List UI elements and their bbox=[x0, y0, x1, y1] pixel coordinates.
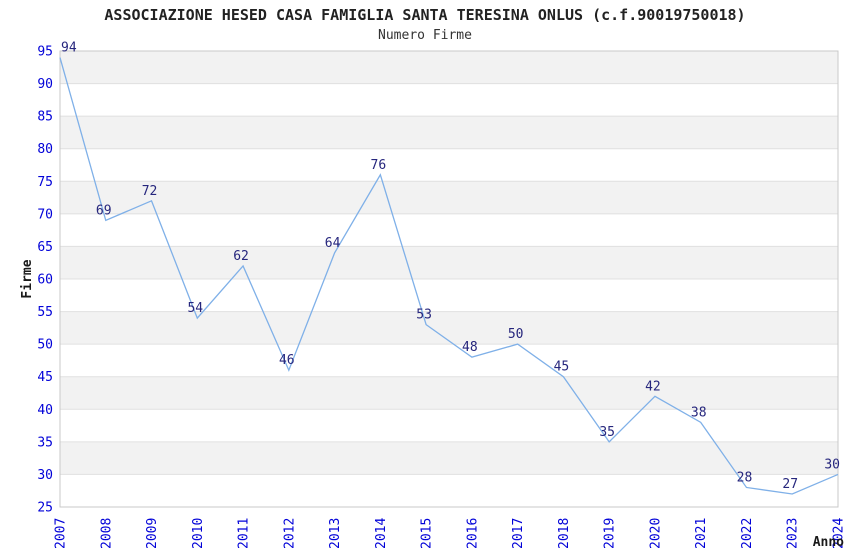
data-label: 62 bbox=[233, 249, 249, 264]
chart-title: ASSOCIAZIONE HESED CASA FAMIGLIA SANTA T… bbox=[104, 6, 746, 24]
data-label: 48 bbox=[462, 340, 478, 355]
x-tick-label: 2015 bbox=[420, 518, 435, 549]
data-label: 46 bbox=[279, 353, 295, 368]
y-tick-label: 65 bbox=[37, 240, 53, 255]
data-label: 42 bbox=[645, 379, 661, 394]
data-label: 54 bbox=[187, 301, 203, 316]
plot-band bbox=[60, 51, 838, 84]
x-tick-label: 2008 bbox=[99, 518, 114, 549]
y-axis-title: Firme bbox=[20, 259, 35, 298]
data-label: 30 bbox=[824, 457, 840, 472]
data-label: 69 bbox=[96, 203, 112, 218]
data-label: 50 bbox=[508, 327, 524, 342]
data-label: 28 bbox=[737, 470, 753, 485]
x-tick-label: 2019 bbox=[603, 518, 618, 549]
series-line bbox=[59, 57, 839, 495]
plot-band bbox=[60, 376, 838, 410]
plot-band bbox=[60, 246, 838, 279]
chart-subtitle: Numero Firme bbox=[378, 28, 472, 43]
x-tick-label: 2013 bbox=[328, 518, 343, 549]
y-tick-label: 85 bbox=[37, 110, 53, 125]
y-tick-label: 55 bbox=[37, 305, 53, 320]
x-tick-label: 2011 bbox=[237, 518, 252, 549]
x-tick-label: 2009 bbox=[145, 518, 160, 549]
plot-area: 25 30 35 40 45 50 55 60 65 70 75 80 85 90 95 2007 2008 20… bbox=[37, 41, 846, 549]
plot-band bbox=[60, 311, 838, 345]
data-label: 72 bbox=[142, 184, 158, 199]
data-label: 45 bbox=[554, 360, 570, 375]
y-tick-label: 50 bbox=[37, 338, 53, 353]
plot-band bbox=[60, 441, 838, 475]
y-tick-label: 70 bbox=[37, 207, 53, 222]
y-tick-label: 75 bbox=[37, 175, 53, 190]
x-tick-label: 2018 bbox=[557, 518, 572, 549]
x-tick-label: 2020 bbox=[648, 518, 663, 549]
x-tick-label: 2012 bbox=[282, 518, 297, 549]
x-tick-label: 2016 bbox=[465, 518, 480, 549]
y-tick-label: 30 bbox=[37, 468, 53, 483]
x-tick-label: 2023 bbox=[786, 518, 801, 549]
y-tick-label: 80 bbox=[37, 142, 53, 157]
x-axis-title: Anno bbox=[813, 535, 844, 550]
x-tick-label: 2010 bbox=[191, 518, 206, 549]
data-label: 76 bbox=[371, 158, 387, 173]
x-tick-label: 2014 bbox=[374, 518, 389, 549]
y-tick-label: 45 bbox=[37, 370, 53, 385]
data-label: 53 bbox=[416, 308, 432, 323]
y-tick-label: 25 bbox=[37, 501, 53, 516]
x-tick-label: 2022 bbox=[740, 518, 755, 549]
y-tick-label: 60 bbox=[37, 273, 53, 288]
data-label: 94 bbox=[61, 41, 77, 56]
data-label: 64 bbox=[325, 236, 341, 251]
plot-band bbox=[60, 181, 838, 214]
x-tick-label: 2007 bbox=[54, 518, 69, 549]
plot-band bbox=[60, 116, 838, 149]
data-label: 38 bbox=[691, 405, 707, 420]
data-label: 27 bbox=[782, 477, 798, 492]
x-tick-label: 2021 bbox=[694, 518, 709, 549]
y-tick-label: 90 bbox=[37, 77, 53, 92]
x-tick-label: 2024 bbox=[832, 518, 847, 549]
data-label: 35 bbox=[599, 425, 615, 440]
y-tick-label: 40 bbox=[37, 403, 53, 418]
plot-border bbox=[59, 50, 839, 508]
x-tick-label: 2017 bbox=[511, 518, 526, 549]
y-tick-label: 95 bbox=[37, 45, 53, 60]
y-tick-label: 35 bbox=[37, 435, 53, 450]
